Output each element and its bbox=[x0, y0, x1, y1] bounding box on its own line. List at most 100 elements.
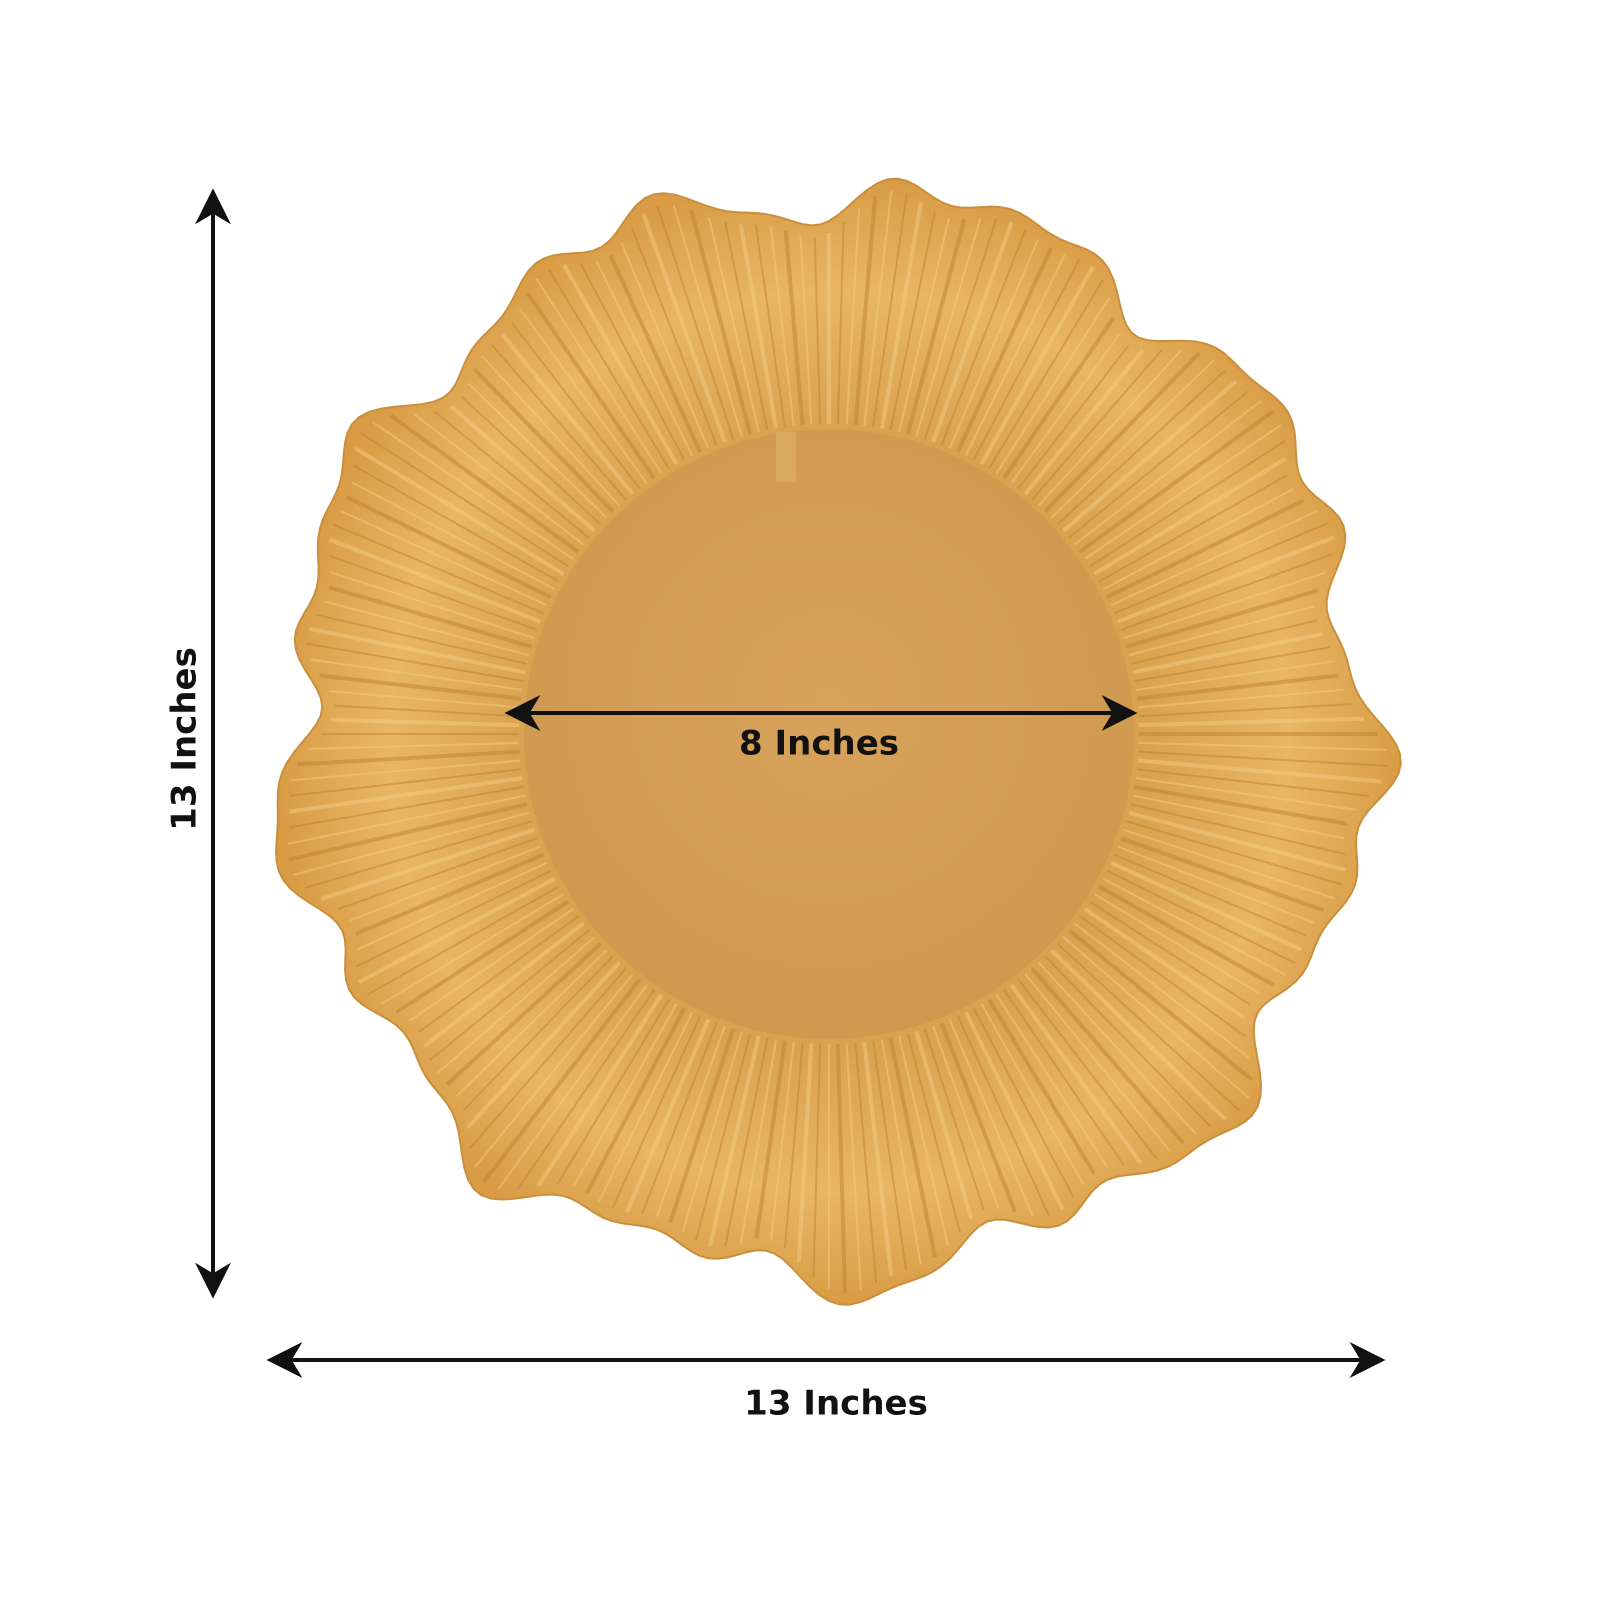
ridge bbox=[1120, 553, 1333, 631]
height-label: 13 Inches bbox=[165, 647, 205, 831]
ridge bbox=[289, 776, 523, 814]
ridge bbox=[641, 213, 727, 443]
ridge bbox=[812, 1043, 822, 1278]
ridge bbox=[408, 908, 574, 1022]
ridge bbox=[754, 224, 786, 428]
ridge bbox=[835, 1043, 847, 1293]
ridge bbox=[906, 1033, 961, 1233]
ridge bbox=[1098, 474, 1288, 583]
ridge bbox=[380, 893, 565, 1005]
ridge bbox=[1093, 893, 1261, 995]
ridge bbox=[340, 509, 548, 607]
ridge bbox=[689, 210, 753, 435]
ridge bbox=[287, 794, 526, 845]
ridge bbox=[355, 869, 552, 968]
ridge bbox=[1120, 836, 1325, 913]
ridge bbox=[1110, 510, 1318, 607]
ridge bbox=[668, 1028, 736, 1224]
ridge bbox=[1084, 424, 1282, 560]
ridge bbox=[1138, 750, 1389, 767]
ridge bbox=[1003, 989, 1125, 1166]
ridge bbox=[880, 1039, 922, 1265]
ridge bbox=[1049, 948, 1228, 1121]
ridge bbox=[694, 1033, 752, 1241]
ridge bbox=[500, 333, 635, 496]
ridge bbox=[316, 613, 528, 665]
ridge bbox=[466, 961, 621, 1130]
ridge bbox=[972, 258, 1081, 461]
ridge bbox=[898, 1035, 949, 1247]
ridge bbox=[349, 845, 541, 922]
ridge bbox=[320, 827, 535, 902]
ridge bbox=[979, 266, 1095, 466]
ridge bbox=[905, 218, 967, 435]
ridge bbox=[547, 268, 670, 470]
ridge bbox=[1017, 978, 1158, 1160]
ridge bbox=[1135, 777, 1356, 811]
ridge bbox=[472, 367, 615, 514]
ridge bbox=[948, 1019, 1034, 1217]
ridge bbox=[1067, 928, 1254, 1082]
ridge bbox=[1083, 907, 1246, 1020]
ridge bbox=[1130, 803, 1346, 855]
ridge bbox=[1110, 860, 1302, 952]
ridge bbox=[980, 1003, 1085, 1185]
ridge bbox=[445, 942, 602, 1086]
ridge bbox=[964, 1011, 1065, 1211]
ridge bbox=[707, 217, 760, 433]
ridge bbox=[655, 1025, 726, 1218]
ridge bbox=[289, 768, 522, 797]
ridge bbox=[1102, 488, 1294, 591]
ridge bbox=[1102, 877, 1287, 976]
ridge bbox=[799, 235, 813, 425]
ridge bbox=[572, 1003, 678, 1188]
ridge bbox=[1128, 810, 1347, 872]
ridge bbox=[433, 410, 590, 539]
ridge bbox=[956, 1015, 1051, 1217]
ridge bbox=[455, 949, 608, 1097]
ridge bbox=[724, 1037, 769, 1247]
ridge bbox=[1138, 716, 1364, 728]
ridge bbox=[1017, 345, 1130, 490]
ridge bbox=[1138, 741, 1387, 751]
ridge bbox=[291, 759, 521, 782]
ridge bbox=[346, 495, 552, 599]
ridge bbox=[395, 899, 570, 1014]
ridge bbox=[598, 1011, 694, 1203]
ridge bbox=[783, 230, 805, 426]
inner-diameter-label: 8 Inches bbox=[739, 724, 899, 764]
ridge bbox=[1123, 571, 1326, 640]
ridge bbox=[914, 1030, 974, 1220]
ridge bbox=[608, 254, 703, 453]
ridge bbox=[1137, 758, 1382, 784]
ridge bbox=[417, 915, 579, 1034]
ridge bbox=[329, 690, 521, 709]
ridge bbox=[964, 253, 1066, 457]
ridge bbox=[1089, 900, 1250, 1005]
ridge bbox=[630, 227, 718, 446]
ridge bbox=[358, 876, 556, 984]
ridge bbox=[783, 1042, 804, 1249]
ridge bbox=[333, 523, 544, 615]
ridge bbox=[923, 1028, 985, 1211]
ridge bbox=[367, 885, 560, 996]
ridge bbox=[1128, 605, 1316, 657]
ridge bbox=[988, 279, 1104, 470]
ridge bbox=[1134, 646, 1330, 683]
ridge bbox=[1126, 820, 1343, 886]
ridge bbox=[328, 554, 538, 631]
ridge bbox=[360, 432, 569, 568]
ridge bbox=[462, 955, 614, 1111]
ridge bbox=[351, 481, 556, 591]
ridge bbox=[1056, 942, 1241, 1112]
ridge bbox=[1135, 660, 1336, 691]
ridge bbox=[681, 1031, 743, 1232]
ridge bbox=[1136, 673, 1340, 701]
ridge bbox=[319, 673, 522, 701]
ridge bbox=[879, 201, 924, 429]
ridge bbox=[1138, 703, 1352, 718]
ridge bbox=[923, 218, 998, 440]
ridge bbox=[1114, 521, 1329, 615]
ridge bbox=[1089, 440, 1286, 568]
